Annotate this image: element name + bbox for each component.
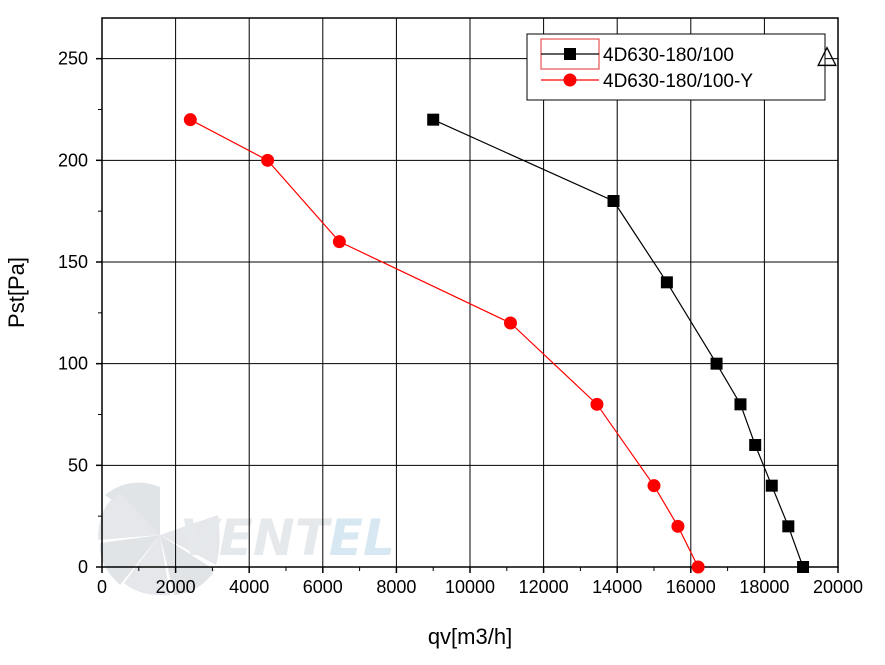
data-point bbox=[710, 357, 723, 370]
data-point bbox=[660, 276, 673, 289]
x-tick-label: 4000 bbox=[229, 577, 269, 597]
x-tick-label: 20000 bbox=[813, 577, 863, 597]
x-tick-label: 12000 bbox=[519, 577, 569, 597]
series-layer bbox=[183, 113, 810, 574]
series-line bbox=[432, 119, 804, 568]
x-tick-label: 18000 bbox=[739, 577, 789, 597]
legend-marker bbox=[564, 48, 576, 60]
data-point bbox=[797, 561, 810, 573]
x-tick-label: 14000 bbox=[592, 577, 642, 597]
data-point bbox=[691, 560, 705, 574]
data-point bbox=[671, 519, 685, 533]
fan-icon bbox=[98, 482, 220, 596]
legend: 4D630-180/100 △ 4D630-180/100-Y bbox=[526, 33, 837, 101]
data-point bbox=[734, 398, 747, 411]
data-point bbox=[427, 113, 440, 126]
data-point bbox=[503, 316, 517, 330]
delta-symbol: △ bbox=[817, 40, 837, 70]
watermark-text: VENTEL bbox=[180, 509, 395, 567]
legend-item: 4D630-180/100-Y bbox=[541, 71, 753, 92]
y-tick-label: 150 bbox=[58, 252, 88, 272]
x-tick-label: 2000 bbox=[156, 577, 196, 597]
x-axis-title: qv[m3/h] bbox=[428, 624, 512, 649]
y-axis: 0 50 100 150 200 250 bbox=[58, 49, 102, 577]
x-tick-label: 16000 bbox=[666, 577, 716, 597]
data-point bbox=[332, 235, 346, 249]
x-axis: 0 2000 4000 6000 8000 10000 12000 14000 16000 180… bbox=[97, 567, 863, 597]
y-tick-label: 0 bbox=[78, 557, 88, 577]
y-axis-title: Pst[Pa] bbox=[4, 257, 29, 328]
legend-box bbox=[526, 33, 826, 101]
x-tick-label: 6000 bbox=[303, 577, 343, 597]
x-tick-label: 0 bbox=[97, 577, 107, 597]
data-point bbox=[261, 153, 275, 167]
series-1 bbox=[183, 113, 705, 574]
y-tick-label: 100 bbox=[58, 354, 88, 374]
series-line bbox=[190, 119, 699, 568]
legend-marker bbox=[563, 73, 577, 87]
data-point bbox=[183, 113, 197, 127]
y-tick-label: 250 bbox=[58, 49, 88, 69]
legend-item: 4D630-180/100 △ bbox=[541, 40, 837, 70]
y-tick-label: 50 bbox=[68, 455, 88, 475]
data-point bbox=[782, 520, 795, 533]
x-tick-label: 10000 bbox=[445, 577, 495, 597]
x-tick-label: 8000 bbox=[376, 577, 416, 597]
data-point bbox=[590, 397, 604, 411]
data-point bbox=[647, 479, 661, 493]
series-0 bbox=[427, 113, 810, 573]
data-point bbox=[749, 439, 762, 451]
legend-label: 4D630-180/100 bbox=[603, 45, 734, 66]
y-tick-label: 200 bbox=[58, 150, 88, 170]
data-point bbox=[765, 479, 778, 492]
ventel-watermark: VENTEL bbox=[98, 482, 395, 596]
data-point bbox=[607, 195, 620, 207]
legend-label: 4D630-180/100-Y bbox=[603, 71, 753, 92]
